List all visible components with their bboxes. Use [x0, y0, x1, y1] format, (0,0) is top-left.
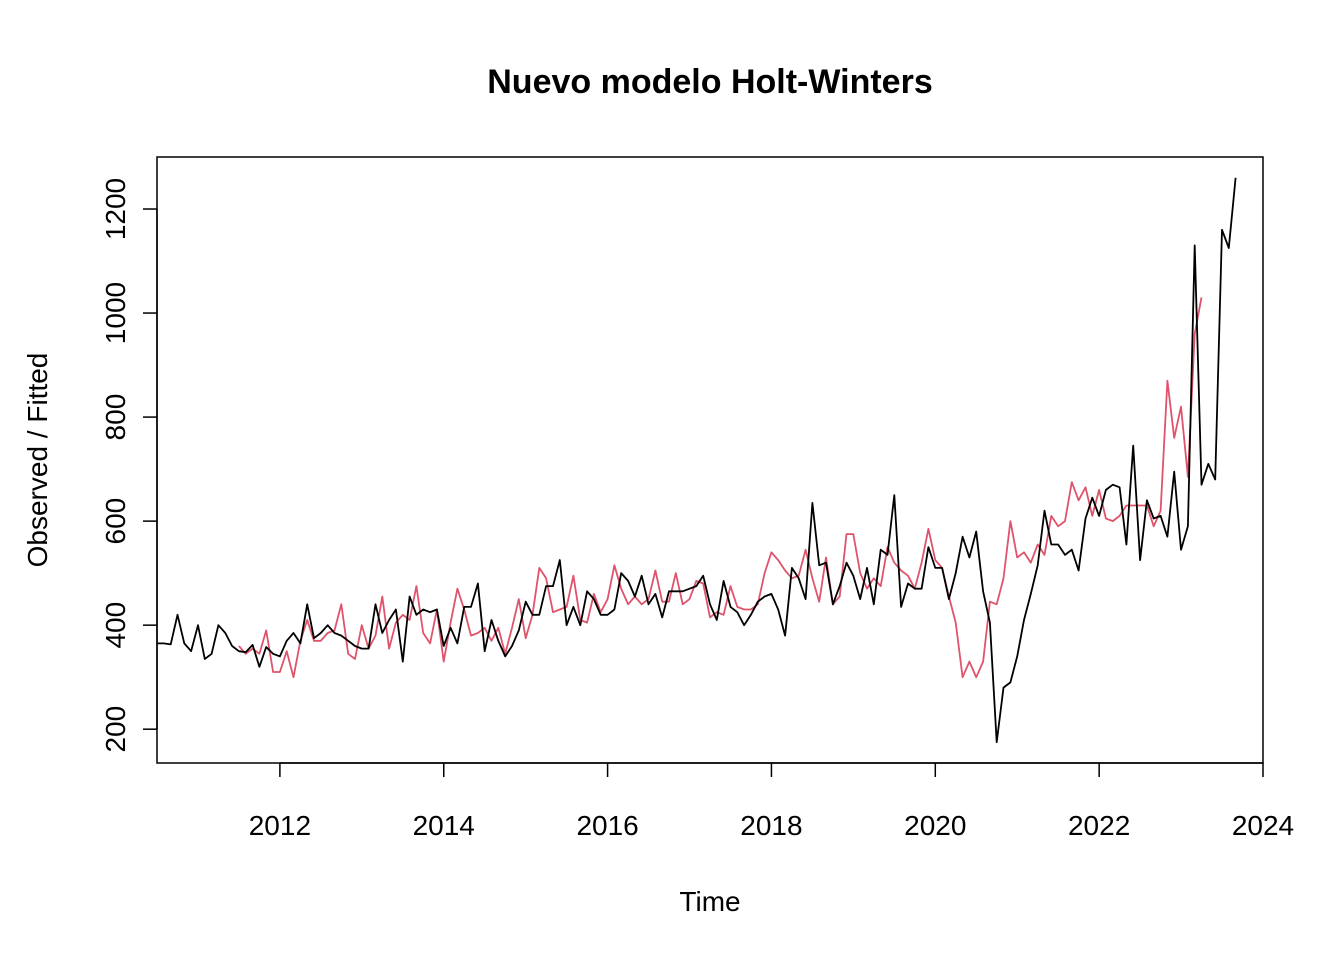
series-layer: [157, 177, 1237, 744]
y-tick-label: 600: [100, 498, 131, 545]
series-line-2: [238, 297, 1203, 679]
x-tick-label: 2020: [904, 810, 966, 841]
y-tick-label: 400: [100, 602, 131, 649]
plot-box: [156, 156, 1264, 764]
x-tick-label: 2014: [413, 810, 475, 841]
chart-title: Nuevo modelo Holt-Winters: [487, 63, 933, 101]
x-axis-label: Time: [679, 886, 740, 917]
x-axis: 2012 2014 2016 2018 2020 2022 2024: [249, 762, 1294, 841]
y-tick-label: 1200: [100, 178, 131, 240]
series-line-1: [157, 177, 1237, 744]
x-tick-label: 2012: [249, 810, 311, 841]
x-tick-label: 2016: [576, 810, 638, 841]
y-axis: 200 400 600 800 1000 1200: [100, 178, 158, 753]
y-axis-label: Observed / Fitted: [22, 353, 53, 568]
x-tick-label: 2018: [740, 810, 802, 841]
y-tick-label: 1000: [100, 282, 131, 344]
x-tick-label: 2022: [1068, 810, 1130, 841]
x-tick-label: 2024: [1232, 810, 1294, 841]
y-tick-label: 200: [100, 706, 131, 753]
y-tick-label: 800: [100, 394, 131, 441]
